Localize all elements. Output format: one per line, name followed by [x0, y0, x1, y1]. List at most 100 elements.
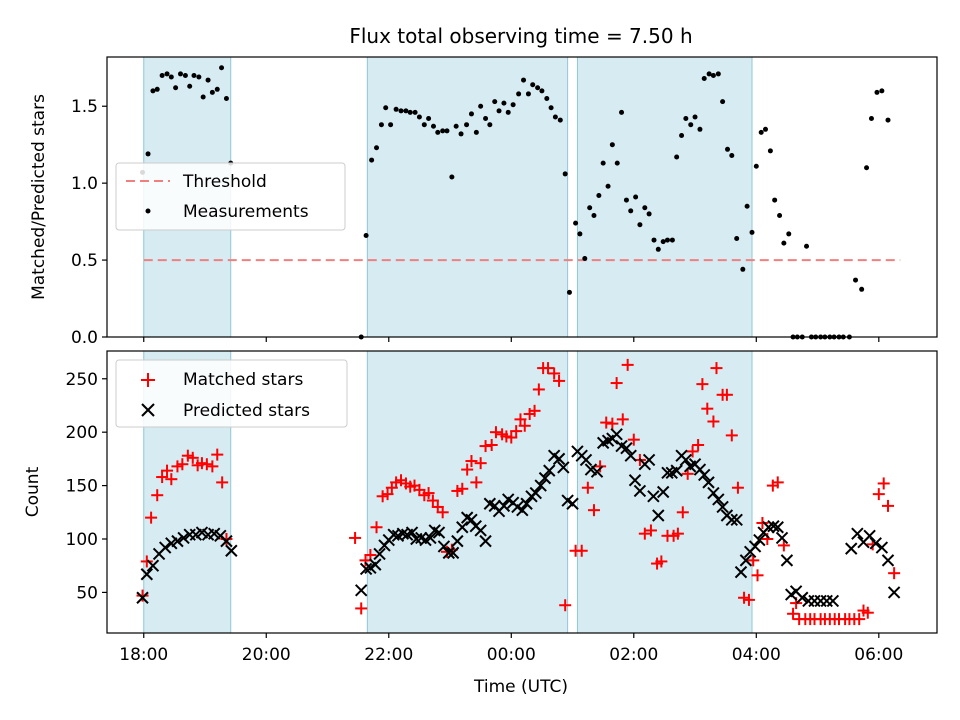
legend-measurements-label: Measurements — [183, 202, 309, 222]
matched-point — [465, 455, 478, 468]
matched-point — [655, 555, 668, 568]
measurement-point — [767, 148, 773, 154]
matched-point — [559, 599, 572, 612]
x-tick-label: 18:00 — [119, 645, 168, 665]
matched-point — [216, 476, 229, 489]
predicted-point — [354, 584, 368, 597]
measurement-point — [505, 109, 511, 115]
predicted-point — [405, 526, 419, 539]
predicted-point — [628, 474, 642, 487]
matched-point — [436, 506, 449, 519]
matched-point — [696, 378, 709, 391]
top-y-axis-label: Matched/Predicted stars — [29, 94, 49, 300]
matched-point — [489, 426, 502, 439]
matched-point — [461, 463, 474, 476]
matched-point — [671, 527, 684, 540]
measurement-point — [734, 236, 740, 242]
measurement-point — [398, 108, 404, 114]
y-tick-label: 0.0 — [71, 328, 98, 348]
measurement-point — [582, 256, 588, 262]
measurement-point — [758, 129, 764, 135]
matched-point — [548, 367, 561, 380]
matched-point — [456, 482, 469, 495]
matched-point — [610, 377, 623, 390]
measurement-point — [614, 160, 620, 166]
measurement-point — [164, 71, 170, 77]
top-panel: 0.0 0.5 1.0 1.5 Matched/Predicted stars Thr… — [29, 56, 938, 348]
measurement-point — [744, 203, 750, 209]
measurement-point — [674, 154, 680, 160]
measurement-point — [683, 116, 689, 122]
predicted-point — [642, 453, 656, 467]
matched-point — [200, 458, 213, 471]
matched-point — [355, 602, 368, 615]
matched-point — [616, 413, 629, 426]
matched-point — [627, 433, 640, 446]
measurement-point — [591, 212, 597, 218]
chart-title: Flux total observing time = 7.50 h — [349, 24, 692, 48]
measurement-point — [473, 129, 479, 135]
matched-point — [787, 607, 800, 620]
measurement-point — [464, 122, 470, 128]
predicted-point — [566, 497, 579, 510]
measurement-point — [219, 65, 225, 71]
measurement-point — [749, 229, 755, 235]
measurement-point — [421, 122, 427, 128]
measurement-point — [859, 286, 865, 292]
measurement-point — [853, 277, 859, 283]
measurement-point — [516, 91, 522, 97]
measurement-point — [710, 72, 716, 78]
measurement-point — [706, 71, 712, 77]
measurement-points — [140, 65, 891, 340]
matched-point — [676, 506, 689, 519]
matched-point — [151, 489, 164, 502]
matched-point — [686, 445, 699, 458]
matched-point — [747, 554, 760, 567]
measurement-point — [416, 114, 422, 120]
x-axis-label: Time (UTC) — [473, 677, 568, 697]
measurement-point — [562, 171, 568, 177]
measurement-point — [669, 237, 675, 243]
matched-point — [587, 504, 600, 517]
y-tick-label: 100 — [66, 530, 98, 550]
measurement-point — [530, 82, 536, 88]
measurement-point — [548, 105, 554, 111]
measurement-point — [772, 197, 778, 203]
predicted-point — [739, 554, 753, 567]
matched-point — [532, 383, 545, 396]
matched-point — [594, 460, 607, 473]
measurement-point — [196, 74, 202, 80]
predicted-point — [225, 544, 238, 557]
measurement-point — [191, 72, 197, 78]
predicted-point — [775, 531, 789, 545]
y-tick-label: 200 — [66, 423, 98, 443]
predicted-point — [474, 524, 487, 537]
top-y-ticks: 0.0 0.5 1.0 1.5 — [71, 97, 107, 348]
measurement-point — [444, 128, 450, 134]
predicted-point — [140, 568, 154, 581]
x-tick-label: 04:00 — [732, 645, 781, 665]
measurement-point — [628, 208, 634, 214]
measurement-point — [688, 122, 694, 128]
measurement-point — [525, 91, 531, 97]
predicted-point — [656, 485, 670, 499]
measurement-point — [701, 76, 707, 82]
top-legend: Threshold Measurements — [115, 162, 346, 231]
legend-predicted-label: Predicted stars — [183, 401, 310, 421]
matched-point — [156, 471, 169, 484]
measurement-point — [440, 128, 446, 134]
predicted-point — [590, 465, 604, 478]
measurement-point — [725, 146, 731, 152]
measurement-point — [655, 246, 661, 252]
matched-point — [861, 606, 874, 619]
bottom-y-axis-label: Count — [23, 466, 43, 517]
measurement-point — [374, 145, 380, 151]
measurement-point — [868, 116, 874, 122]
matched-point — [751, 569, 764, 582]
predicted-point — [771, 521, 784, 534]
matched-point — [777, 539, 790, 552]
predicted-point — [579, 453, 593, 467]
measurement-point — [697, 126, 703, 132]
shaded-region — [576, 56, 753, 338]
measurement-point — [483, 116, 489, 122]
